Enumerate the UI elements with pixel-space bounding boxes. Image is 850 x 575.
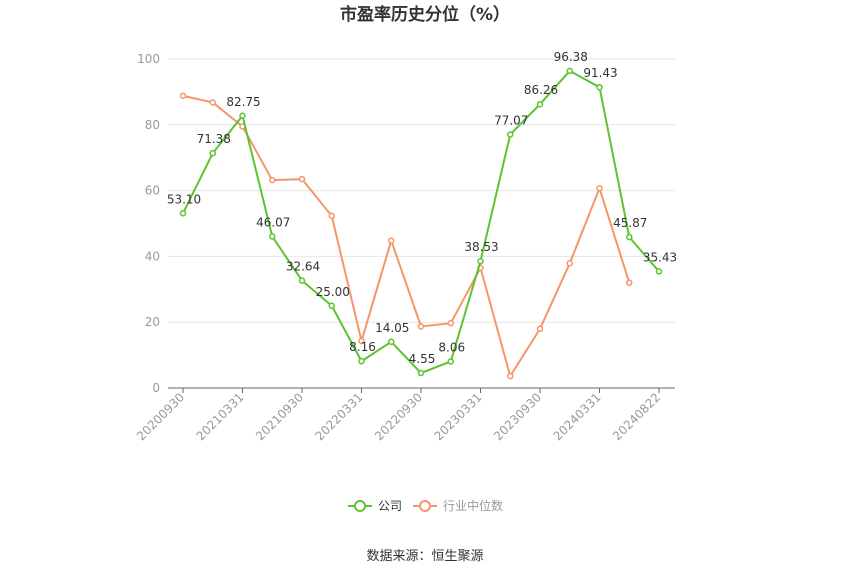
- data-point-industry: [269, 176, 276, 184]
- data-point-company: [179, 210, 187, 217]
- data-label: 32.64: [286, 260, 320, 274]
- source-note: 数据来源：恒生聚源: [366, 549, 483, 564]
- data-point-industry: [447, 319, 454, 327]
- data-point-company: [328, 302, 335, 309]
- data-label: 45.87: [613, 216, 647, 230]
- y-tick-label: 60: [145, 184, 160, 198]
- legend-company-marker: [354, 500, 366, 512]
- data-point-company: [626, 233, 633, 241]
- x-tick-label: 20240331: [551, 390, 604, 443]
- x-tick-label: 20220930: [372, 390, 425, 443]
- data-point-company: [209, 149, 216, 157]
- data-point-company: [417, 369, 425, 377]
- data-point-company: [536, 100, 544, 108]
- data-point-company: [358, 357, 365, 365]
- data-point-industry: [417, 323, 425, 330]
- data-point-company: [596, 83, 603, 91]
- data-point-company: [239, 112, 246, 120]
- y-tick-label: 100: [137, 52, 160, 66]
- data-label: 14.05: [375, 321, 409, 335]
- x-tick-label: 20230930: [491, 390, 544, 443]
- y-tick-label: 80: [145, 118, 160, 132]
- x-tick-label: 20200930: [134, 390, 187, 443]
- y-tick-label: 20: [145, 315, 160, 329]
- chart-title: 市盈率历史分位（%）: [340, 4, 510, 25]
- series-line-industry: [182, 94, 631, 379]
- x-tick-label: 20210930: [253, 390, 306, 443]
- x-tick-label: 20220331: [313, 390, 366, 443]
- legend-industry-label: 行业中位数: [443, 498, 503, 513]
- data-point-company: [447, 358, 454, 365]
- x-tick-label: 20230331: [432, 390, 485, 443]
- data-label: 4.55: [409, 352, 436, 366]
- data-point-industry: [328, 212, 335, 220]
- data-point-company: [655, 268, 663, 275]
- data-label: 53.10: [167, 192, 201, 206]
- data-point-company: [269, 233, 276, 240]
- data-label: 86.26: [524, 83, 558, 97]
- data-label: 46.07: [256, 215, 290, 229]
- y-tick-label: 40: [145, 249, 160, 263]
- x-tick-label: 20210331: [194, 390, 247, 443]
- data-label: 8.16: [349, 340, 376, 354]
- data-label: 25.00: [316, 285, 350, 299]
- data-point-industry: [596, 185, 603, 192]
- data-point-industry: [209, 99, 216, 106]
- data-point-industry: [298, 175, 306, 183]
- data-label: 77.07: [494, 113, 528, 127]
- y-tick-label: 0: [152, 381, 160, 395]
- plot-area: [179, 67, 663, 380]
- legend-item-industry[interactable]: 行业中位数: [413, 498, 503, 513]
- data-label: 96.38: [554, 50, 588, 64]
- data-label: 35.43: [643, 250, 677, 264]
- data-point-company: [298, 277, 306, 284]
- data-point-industry: [566, 260, 573, 267]
- data-label: 82.75: [226, 95, 260, 109]
- data-point-industry: [388, 237, 395, 244]
- data-point-company: [388, 338, 395, 346]
- data-label: 8.06: [438, 340, 465, 354]
- data-point-company: [477, 257, 484, 265]
- data-point-company: [507, 131, 514, 138]
- legend-industry-marker: [419, 500, 431, 512]
- data-point-industry: [358, 337, 365, 345]
- data-point-industry: [179, 92, 187, 100]
- legend-company-label: 公司: [378, 499, 402, 513]
- data-point-industry: [626, 279, 633, 286]
- legend: 公司 行业中位数: [348, 498, 503, 513]
- data-point-industry: [536, 325, 544, 333]
- legend-item-company[interactable]: 公司: [348, 499, 402, 513]
- grid: [168, 58, 675, 323]
- data-label: 38.53: [464, 240, 498, 254]
- data-point-company: [566, 67, 573, 75]
- data-labels: 53.10 71.38 82.75 46.07 32.64 25.00 8.16 14.05 4…: [167, 50, 677, 366]
- x-tick-label: 20240822: [610, 390, 663, 443]
- data-label: 91.43: [583, 66, 617, 80]
- data-point-industry: [507, 372, 514, 380]
- data-label: 71.38: [197, 132, 231, 146]
